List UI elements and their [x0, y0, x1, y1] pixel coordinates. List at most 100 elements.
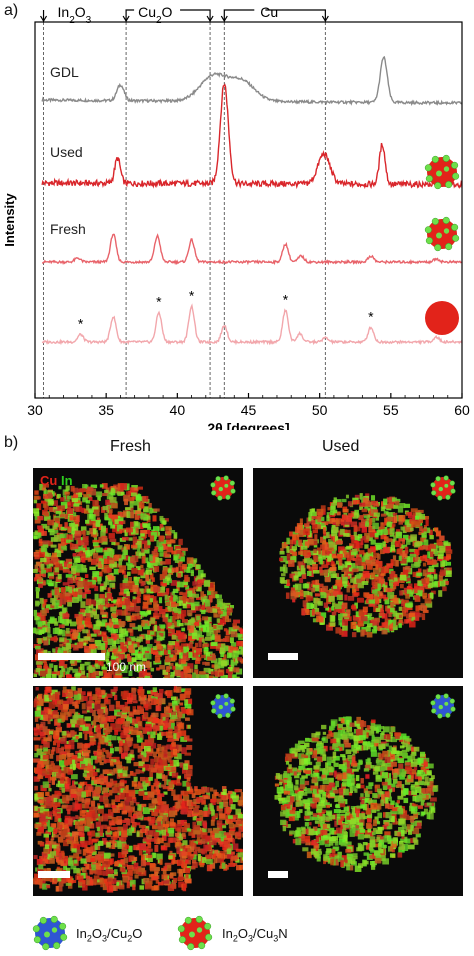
particle-dot — [436, 171, 442, 177]
particle-dot — [444, 702, 448, 706]
particle-dot — [224, 476, 229, 481]
eds-map-fresh-cu2o — [33, 686, 243, 896]
particle-dot — [431, 490, 436, 495]
particle-dot — [444, 228, 449, 233]
series-label: GDL — [50, 64, 79, 80]
particle-dot — [451, 489, 456, 494]
series-lines — [42, 57, 462, 343]
particle-core — [212, 695, 234, 717]
scale-bar — [268, 653, 298, 660]
x-tick-label: 30 — [27, 402, 43, 418]
particle-dot — [444, 166, 449, 171]
particle-dot — [211, 490, 216, 495]
particle-dot — [444, 476, 449, 481]
particle-dot — [445, 243, 452, 250]
particle-dot — [231, 707, 236, 712]
scale-bar-label: 100 nm — [106, 660, 146, 674]
particle-dot — [436, 476, 441, 481]
particle-dot — [197, 927, 202, 932]
particle-dot — [211, 708, 216, 713]
particle-dot — [42, 943, 49, 950]
particle-dot — [205, 934, 212, 941]
particle-dot — [60, 934, 67, 941]
bracket-cu2o — [180, 10, 210, 21]
x-tick-label: 45 — [241, 402, 257, 418]
x-tick-label: 50 — [312, 402, 328, 418]
particle-dot — [52, 927, 57, 932]
particle-dot — [426, 237, 433, 244]
series-label: Used — [50, 144, 83, 160]
particle-dot — [217, 714, 222, 719]
particle-dot — [33, 925, 40, 932]
particle-dot — [225, 713, 230, 718]
particle-dot — [432, 156, 439, 163]
scale-bar — [268, 871, 288, 878]
particle-dot — [431, 708, 436, 713]
particle-dot — [34, 936, 41, 943]
column-header-used: Used — [322, 438, 359, 456]
particle-dot — [204, 923, 211, 930]
particle-dot — [452, 235, 459, 242]
legend-icon-cu2o — [33, 916, 67, 950]
particle-core — [432, 477, 454, 499]
particle-core — [212, 477, 234, 499]
particle-dot — [224, 702, 228, 706]
star-marker: * — [189, 287, 195, 303]
cu-label: Cu — [40, 473, 57, 488]
particle-dot — [434, 182, 441, 189]
particle-core — [35, 918, 65, 948]
eds-element-label: Cu In — [40, 473, 73, 488]
star-marker: * — [78, 315, 84, 331]
bracket-cu — [224, 10, 254, 21]
series-line — [42, 306, 462, 344]
particle-dot — [439, 705, 443, 709]
series-label: Fresh — [50, 221, 86, 237]
particle-dot — [450, 481, 455, 486]
star-markers: ***** — [78, 287, 374, 331]
star-marker: * — [283, 292, 289, 308]
particle-dot — [217, 496, 222, 501]
x-tick-label: 35 — [98, 402, 114, 418]
particle-core — [432, 695, 454, 717]
particle-dot — [224, 484, 228, 488]
column-header-fresh: Fresh — [110, 438, 151, 456]
particle-dot — [437, 496, 442, 501]
particle-dot — [439, 487, 443, 491]
particle-dot — [211, 482, 216, 487]
particle-dot — [225, 495, 230, 500]
particle-dot — [425, 164, 432, 171]
legend-icon-cu3n — [178, 916, 212, 950]
panel-b-label: b) — [4, 434, 18, 452]
particle-dot — [434, 244, 441, 251]
particle-dot — [436, 694, 441, 699]
x-tick-label: 40 — [170, 402, 186, 418]
scale-bar — [38, 871, 70, 878]
particle-dot — [450, 699, 455, 704]
particle-dot — [44, 932, 50, 938]
particle-dot — [196, 916, 203, 923]
reference-label: Cu — [260, 4, 278, 20]
particle-dot — [443, 155, 450, 162]
particle-dot — [437, 714, 442, 719]
particle-dot — [198, 942, 205, 949]
particle-dot — [432, 218, 439, 225]
particle-dot — [443, 217, 450, 224]
particle-dot — [444, 694, 449, 699]
series-line — [42, 57, 462, 104]
series-line — [42, 234, 462, 263]
particle-core — [427, 219, 457, 249]
eds-map-fresh-cu3n — [33, 468, 243, 678]
particle-dot — [185, 917, 192, 924]
particle-dot — [452, 173, 459, 180]
particle-dot — [219, 705, 223, 709]
legend-item-cu3n: In2O3/Cu3N — [222, 926, 288, 944]
particle-dot — [445, 181, 452, 188]
particle-dot — [230, 481, 235, 486]
particle-dot — [211, 700, 216, 705]
particle-dot — [425, 226, 432, 233]
particle-dot — [53, 942, 60, 949]
particle-core — [427, 157, 457, 187]
particle-dot — [216, 694, 221, 699]
